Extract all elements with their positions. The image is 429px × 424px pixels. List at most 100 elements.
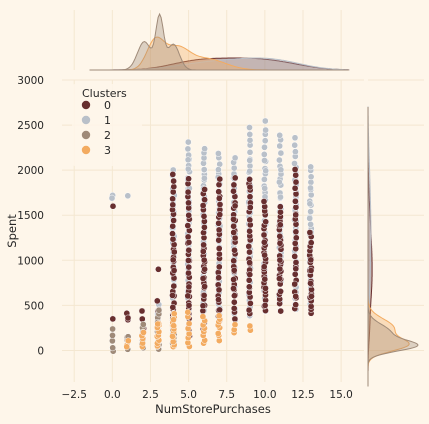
scatter-point-cluster-0 — [261, 198, 267, 204]
scatter-point-cluster-0 — [217, 307, 223, 313]
scatter-point-cluster-1 — [232, 155, 238, 161]
scatter-point-cluster-0 — [276, 276, 282, 282]
scatter-point-cluster-3 — [200, 314, 206, 320]
legend-marker-1 — [82, 116, 90, 124]
scatter-point-cluster-0 — [201, 292, 207, 298]
scatter-point-cluster-0 — [293, 212, 299, 218]
scatter-point-cluster-0 — [292, 185, 298, 191]
scatter-point-cluster-1 — [217, 161, 223, 167]
scatter-point-cluster-1 — [276, 179, 282, 185]
scatter-point-cluster-3 — [155, 321, 161, 327]
scatter-point-cluster-0 — [110, 203, 116, 209]
scatter-point-cluster-3 — [215, 330, 221, 336]
scatter-point-cluster-0 — [261, 239, 267, 245]
scatter-point-cluster-0 — [247, 194, 253, 200]
x-axis-label: NumStorePurchases — [155, 402, 271, 416]
x-tick-label: 5.0 — [180, 389, 197, 401]
scatter-point-cluster-3 — [186, 331, 192, 337]
scatter-point-cluster-0 — [200, 202, 206, 208]
scatter-point-cluster-3 — [247, 323, 253, 329]
scatter-point-cluster-0 — [170, 171, 176, 177]
scatter-point-cluster-0 — [216, 189, 222, 195]
scatter-point-cluster-0 — [232, 235, 238, 241]
scatter-point-cluster-1 — [291, 160, 297, 166]
scatter-point-cluster-0 — [277, 257, 283, 263]
legend-marker-0 — [82, 101, 90, 109]
scatter-point-cluster-0 — [292, 240, 298, 246]
y-tick-label: 2000 — [17, 165, 44, 177]
y-tick-label: 2500 — [17, 120, 44, 132]
scatter-point-cluster-0 — [230, 216, 236, 222]
scatter-point-cluster-0 — [232, 316, 238, 322]
scatter-point-cluster-3 — [185, 309, 191, 315]
legend-label-2: 2 — [104, 129, 111, 142]
scatter-point-cluster-1 — [247, 131, 253, 137]
scatter-point-cluster-1 — [261, 144, 267, 150]
scatter-point-cluster-0 — [186, 212, 192, 218]
scatter-point-cluster-1 — [308, 164, 314, 170]
scatter-point-cluster-1 — [261, 151, 267, 157]
scatter-point-cluster-0 — [171, 249, 177, 255]
scatter-point-cluster-1 — [277, 132, 283, 138]
scatter-point-cluster-0 — [170, 304, 176, 310]
scatter-point-cluster-0 — [277, 266, 283, 272]
scatter-point-cluster-0 — [200, 248, 206, 254]
scatter-point-cluster-1 — [109, 195, 115, 201]
scatter-point-cluster-0 — [293, 302, 299, 308]
scatter-point-cluster-0 — [171, 178, 177, 184]
scatter-point-cluster-0 — [292, 253, 298, 259]
scatter-point-cluster-1 — [247, 137, 253, 143]
scatter-point-cluster-0 — [278, 308, 284, 314]
scatter-point-cluster-2 — [110, 326, 116, 332]
scatter-point-cluster-1 — [215, 150, 221, 156]
scatter-point-cluster-0 — [170, 223, 176, 229]
scatter-point-cluster-1 — [308, 221, 314, 227]
scatter-point-cluster-0 — [200, 230, 206, 236]
scatter-point-cluster-0 — [277, 240, 283, 246]
scatter-point-cluster-0 — [277, 233, 283, 239]
scatter-point-cluster-0 — [202, 186, 208, 192]
y-axis-label: Spent — [5, 214, 19, 248]
scatter-point-cluster-1 — [247, 149, 253, 155]
scatter-point-cluster-1 — [262, 118, 268, 124]
scatter-point-cluster-3 — [216, 313, 222, 319]
scatter-point-cluster-1 — [307, 201, 313, 207]
scatter-point-cluster-1 — [202, 146, 208, 152]
scatter-point-cluster-0 — [202, 197, 208, 203]
scatter-point-cluster-0 — [246, 284, 252, 290]
scatter-point-cluster-0 — [202, 266, 208, 272]
scatter-point-cluster-1 — [262, 185, 268, 191]
scatter-point-cluster-0 — [231, 247, 237, 253]
scatter-point-cluster-0 — [217, 212, 223, 218]
scatter-point-cluster-0 — [125, 315, 131, 321]
scatter-point-cluster-1 — [262, 138, 268, 144]
scatter-point-cluster-3 — [170, 339, 176, 345]
scatter-point-cluster-0 — [201, 257, 207, 263]
scatter-point-cluster-1 — [231, 165, 237, 171]
scatter-point-cluster-0 — [231, 299, 237, 305]
legend-label-0: 0 — [104, 99, 111, 112]
scatter-point-cluster-0 — [247, 228, 253, 234]
scatter-point-cluster-0 — [171, 283, 177, 289]
scatter-point-cluster-1 — [201, 167, 207, 173]
scatter-point-cluster-1 — [292, 149, 298, 155]
scatter-point-cluster-0 — [185, 293, 191, 299]
scatter-point-cluster-1 — [185, 139, 191, 145]
y-tick-label: 1500 — [17, 210, 44, 222]
scatter-point-cluster-1 — [185, 146, 191, 152]
scatter-point-cluster-0 — [231, 182, 237, 188]
scatter-point-cluster-0 — [308, 293, 314, 299]
scatter-point-cluster-1 — [125, 193, 131, 199]
scatter-point-cluster-0 — [308, 257, 314, 263]
scatter-point-cluster-0 — [185, 189, 191, 195]
legend: Clusters 0 1 2 3 — [72, 84, 142, 166]
scatter-point-cluster-0 — [247, 217, 253, 223]
scatter-point-cluster-3 — [140, 329, 146, 335]
x-tick-label: 7.5 — [218, 389, 235, 401]
scatter-point-cluster-0 — [169, 292, 175, 298]
scatter-point-cluster-0 — [201, 242, 207, 248]
scatter-point-cluster-0 — [201, 213, 207, 219]
scatter-point-cluster-1 — [185, 157, 191, 163]
scatter-point-cluster-0 — [293, 259, 299, 265]
scatter-point-cluster-1 — [307, 185, 313, 191]
